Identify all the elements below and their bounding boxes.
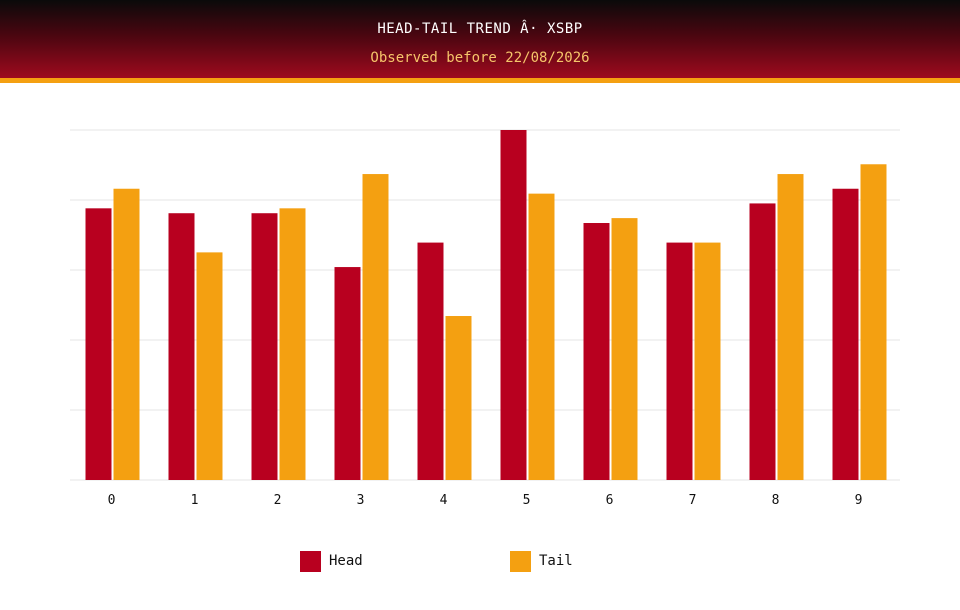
x-tick-label: 5 (523, 493, 531, 508)
bar-head-1 (168, 213, 195, 480)
legend-item-tail: Tail (510, 550, 573, 572)
bar-head-5 (500, 130, 527, 480)
bar-head-2 (251, 213, 278, 480)
bar-tail-5 (528, 193, 555, 480)
bar-tail-0 (113, 188, 140, 480)
legend-label-tail: Tail (539, 553, 573, 569)
bar-head-9 (832, 188, 859, 480)
x-tick-label: 4 (440, 493, 448, 508)
bar-head-0 (85, 208, 112, 480)
chart-legend: Head Tail (0, 550, 960, 574)
bar-chart: 0 1 2 3 4 5 6 7 8 9 (70, 129, 900, 508)
x-tick-label: 1 (191, 493, 199, 508)
legend-item-head: Head (300, 550, 363, 572)
bar-tail-3 (362, 174, 389, 480)
bar-tail-9 (860, 164, 887, 480)
chart-title: HEAD-TAIL TREND Â· XSBP (377, 21, 583, 37)
x-tick-label: 9 (855, 493, 863, 508)
chart-header: HEAD-TAIL TREND Â· XSBP Observed before … (0, 0, 960, 83)
x-tick-label: 7 (689, 493, 697, 508)
bar-head-6 (583, 223, 610, 480)
bar-head-4 (417, 242, 444, 480)
bar-head-3 (334, 267, 361, 480)
legend-swatch-head (300, 550, 321, 572)
bar-head-7 (666, 242, 693, 480)
chart-subtitle: Observed before 22/08/2026 (370, 50, 590, 66)
bar-tail-1 (196, 252, 223, 480)
legend-swatch-tail (510, 550, 531, 572)
bar-tail-4 (445, 316, 472, 480)
bar-head-8 (749, 203, 776, 480)
x-tick-label: 8 (772, 493, 780, 508)
x-tick-label: 6 (606, 493, 614, 508)
bar-tail-6 (611, 218, 638, 481)
legend-label-head: Head (329, 553, 363, 569)
x-tick-label: 0 (108, 493, 116, 508)
x-tick-label: 2 (274, 493, 282, 508)
bar-tail-8 (777, 174, 804, 480)
bar-tail-2 (279, 208, 306, 480)
bar-tail-7 (694, 242, 721, 480)
x-tick-label: 3 (357, 493, 365, 508)
